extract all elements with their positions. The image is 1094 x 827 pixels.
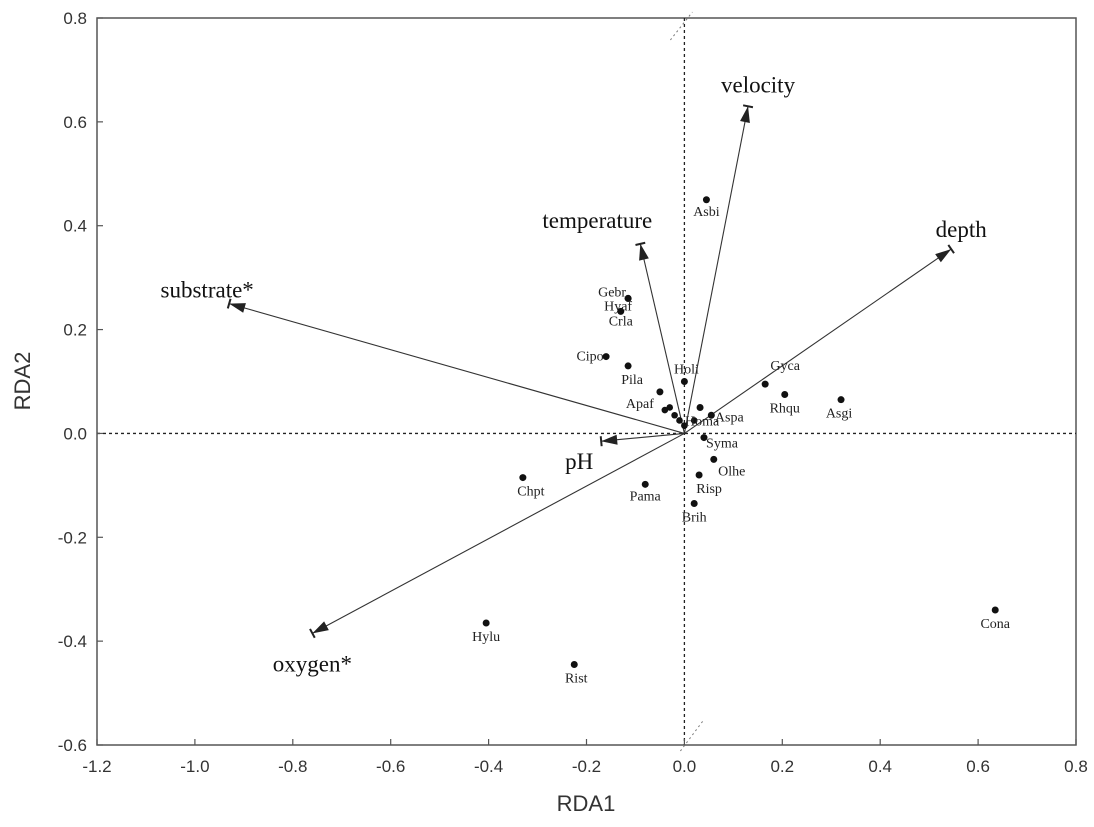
y-tick-label: -0.4 <box>58 632 87 651</box>
y-tick-label: -0.2 <box>58 528 87 547</box>
x-tick-label: -1.0 <box>180 757 209 776</box>
species-label-hylu: Hylu <box>472 630 500 645</box>
vector-depth-label: depth <box>936 217 988 242</box>
species-label-crla: Crla <box>609 314 634 329</box>
cluster-point <box>676 417 683 424</box>
species-label-gyca: Gyca <box>770 359 800 374</box>
species-point-aspa <box>707 411 715 419</box>
vector-cap <box>599 436 603 447</box>
vector-cap <box>947 244 955 254</box>
vector-depth-line <box>684 248 952 434</box>
cluster-point <box>681 422 688 429</box>
species-point-pama <box>641 480 649 488</box>
species-point-rhqu <box>781 390 789 398</box>
species-label-cipo: Cipo <box>576 350 603 365</box>
species-point-cipo <box>602 353 610 361</box>
species-point-brih <box>690 500 698 508</box>
species-points: AsbiHyafGebrCrlaCipoPilaHoliApafHomaGyca… <box>472 196 1011 687</box>
species-label-chpt: Chpt <box>517 485 544 500</box>
vector-oxygen-label: oxygen* <box>273 651 352 676</box>
vector-temperature-arrowhead <box>639 243 649 261</box>
frame-tick-bottom <box>680 718 705 752</box>
species-label-rhqu: Rhqu <box>770 401 800 416</box>
vector-temperature-label: temperature <box>542 208 652 233</box>
vector-depth-arrowhead <box>935 249 952 263</box>
species-label-brih: Brih <box>682 511 707 526</box>
x-tick-label: -0.8 <box>278 757 307 776</box>
frame-tick-top <box>670 11 693 41</box>
vector-cap <box>742 104 754 109</box>
vector-cap <box>309 628 316 639</box>
cluster-point <box>666 404 674 411</box>
species-label-apaf: Apaf <box>626 397 654 412</box>
species-label-olhe: Olhe <box>718 464 745 479</box>
species-point-pila <box>624 362 632 370</box>
vector-velocity-arrowhead <box>740 106 750 123</box>
vector-pH-arrowhead <box>601 434 618 445</box>
species-point-apaf <box>656 388 664 396</box>
species-label-hyaf: Hyaf <box>604 299 632 314</box>
plot-frame <box>96 17 1077 746</box>
cluster-point <box>661 406 669 414</box>
y-tick-label: 0.6 <box>63 113 87 132</box>
x-tick-label: 0.0 <box>673 757 697 776</box>
x-tick-label: -0.2 <box>572 757 601 776</box>
vector-substrate-label: substrate* <box>161 278 254 303</box>
vector-velocity-line <box>683 106 749 434</box>
vector-pH-label: pH <box>565 449 593 474</box>
vector-temperature-line <box>639 243 685 434</box>
species-label-aspa: Aspa <box>715 410 745 425</box>
species-point-gebr <box>624 294 632 302</box>
species-label-cona: Cona <box>980 617 1010 632</box>
species-label-gebr: Gebr <box>598 285 626 300</box>
species-point-chpt <box>519 474 527 482</box>
x-tick-label: 0.4 <box>868 757 892 776</box>
species-label-asgi: Asgi <box>826 407 853 422</box>
species-point-olhe <box>710 455 718 463</box>
x-tick-label: -1.2 <box>82 757 111 776</box>
species-label-rist: Rist <box>565 672 588 687</box>
species-point-gyca <box>761 380 769 388</box>
species-label-holi: Holi <box>674 363 699 378</box>
axis-marks: -1.2 -1.0 -0.8 -0.6 -0.4 -0.2 0.0 0.2 0.4 0.6 0.8 0… <box>58 9 1088 776</box>
vector-substrate-line <box>229 303 685 434</box>
vector-cap <box>635 241 646 246</box>
species-point-holi <box>680 378 688 385</box>
vector-substrate-arrowhead <box>229 303 246 313</box>
species-point-risp <box>695 471 703 479</box>
species-label-pama: Pama <box>630 489 662 504</box>
y-tick-label: 0.0 <box>63 424 87 443</box>
x-tick-label: 0.6 <box>966 757 990 776</box>
species-label-pila: Pila <box>621 373 644 388</box>
y-axis-title: RDA2 <box>10 352 35 411</box>
environmental-vectors: velocity temperature depth substrate* pH oxyg… <box>161 72 988 676</box>
x-axis-title: RDA1 <box>557 791 616 816</box>
y-tick-label: 0.4 <box>63 217 87 236</box>
species-point-syma <box>700 434 708 442</box>
species-point-rist <box>570 661 578 669</box>
species-label-risp: Risp <box>696 482 722 497</box>
vector-oxygen-line <box>312 432 685 634</box>
x-tick-label: -0.6 <box>376 757 405 776</box>
x-tick-label: -0.4 <box>474 757 503 776</box>
species-label-syma: Syma <box>706 437 739 452</box>
y-tick-label: 0.8 <box>63 9 87 28</box>
vector-oxygen-arrowhead <box>312 621 329 634</box>
vector-cap <box>226 298 232 309</box>
species-point-cona <box>991 606 999 614</box>
cluster-point <box>690 417 698 424</box>
species-point-asbi <box>702 196 710 204</box>
y-tick-label: 0.2 <box>63 321 87 340</box>
cluster-point <box>671 411 678 419</box>
species-point-crla <box>617 307 625 315</box>
vector-velocity-label: velocity <box>721 72 796 97</box>
species-point-hylu <box>482 619 490 627</box>
species-point-homa <box>696 403 704 411</box>
y-tick-label: -0.6 <box>58 736 87 755</box>
species-point-asgi <box>837 396 845 404</box>
x-tick-label: 0.8 <box>1064 757 1088 776</box>
x-tick-label: 0.2 <box>770 757 794 776</box>
species-label-asbi: Asbi <box>693 205 720 220</box>
